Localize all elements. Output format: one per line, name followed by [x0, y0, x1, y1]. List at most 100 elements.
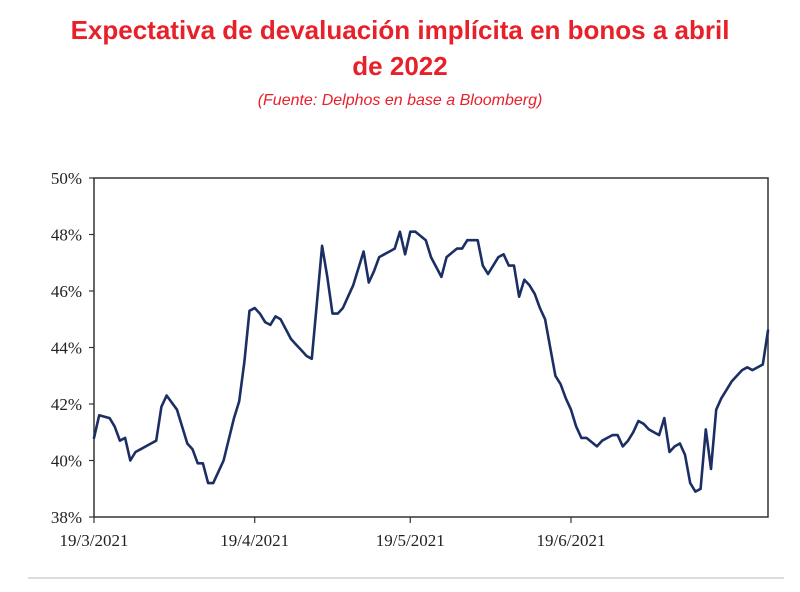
data-point: [196, 462, 199, 465]
data-point: [393, 247, 396, 250]
y-axis: 38% 40% 42% 44% 46% 48% 50%: [51, 169, 94, 527]
data-point: [642, 422, 645, 425]
data-point: [533, 292, 536, 295]
data-point: [367, 281, 370, 284]
data-point: [108, 417, 111, 419]
data-point: [564, 397, 567, 400]
data-point: [751, 369, 754, 371]
data-point: [689, 482, 692, 484]
data-point: [466, 239, 469, 242]
data-point: [487, 273, 489, 275]
data-point: [611, 434, 614, 436]
data-point: [233, 417, 235, 419]
data-point: [290, 338, 292, 340]
data-point: [668, 451, 671, 453]
data-point: [165, 394, 168, 397]
data-point: [679, 442, 681, 445]
data-point: [694, 490, 697, 493]
data-point: [373, 270, 375, 273]
data-point: [502, 253, 505, 256]
data-point: [176, 408, 178, 411]
chart-title: Expectativa de devaluación implícita en …: [0, 12, 800, 84]
chart-title-line2: de 2022: [352, 51, 448, 81]
data-point: [238, 400, 241, 403]
data-point: [585, 437, 588, 439]
data-point: [761, 363, 764, 366]
data-point: [767, 329, 769, 332]
data-point: [222, 459, 225, 462]
data-point: [616, 434, 619, 436]
data-point: [736, 374, 738, 377]
data-point: [217, 470, 220, 473]
data-point: [575, 425, 578, 428]
data-point: [139, 448, 142, 451]
data-point: [580, 437, 583, 439]
data-point: [186, 442, 189, 445]
data-point: [160, 405, 163, 408]
x-tick-label: 19/3/2021: [60, 531, 129, 550]
plot-frame: [93, 177, 769, 518]
data-point: [347, 295, 349, 298]
data-point: [269, 324, 272, 326]
data-point: [98, 414, 101, 417]
y-tick-label: 46%: [51, 282, 82, 301]
x-tick-label: 19/4/2021: [220, 531, 289, 550]
data-point: [248, 309, 251, 312]
data-point: [295, 343, 298, 346]
data-point: [414, 230, 417, 233]
data-point: [440, 276, 443, 278]
chart-title-line1: Expectativa de devaluación implícita en …: [70, 15, 730, 45]
data-point: [388, 250, 391, 253]
x-axis: 19/3/2021 19/4/2021 19/5/2021 19/6/2021: [60, 517, 605, 550]
chart-source: (Fuente: Delphos en base a Bloomberg): [257, 92, 543, 109]
data-point: [684, 453, 686, 456]
data-point: [492, 264, 495, 267]
data-point: [523, 278, 526, 281]
data-point: [554, 374, 557, 377]
data-point: [673, 445, 676, 448]
series-line: [92, 230, 770, 493]
data-point: [134, 451, 137, 453]
data-point: [476, 239, 479, 242]
data-point: [336, 312, 339, 315]
data-point: [456, 247, 458, 250]
data-point: [326, 276, 329, 278]
data-point: [746, 366, 749, 369]
y-tick-label: 42%: [51, 395, 82, 414]
data-point: [383, 253, 386, 256]
data-point: [725, 389, 728, 391]
data-point: [124, 437, 126, 439]
data-point: [549, 346, 552, 349]
y-tick-label: 48%: [51, 226, 82, 245]
data-point: [305, 355, 308, 357]
data-point: [191, 448, 194, 451]
data-point: [596, 445, 598, 448]
data-point: [518, 295, 520, 298]
data-point: [497, 256, 500, 258]
data-point: [539, 307, 541, 309]
data-point: [352, 284, 355, 287]
data-point: [310, 357, 313, 360]
data-point: [274, 315, 277, 318]
data-point: [445, 256, 448, 258]
footer-divider: [28, 577, 784, 579]
data-point: [378, 256, 381, 258]
data-point: [253, 307, 256, 309]
y-tick-label: 50%: [51, 169, 82, 188]
data-point: [621, 445, 624, 448]
data-point: [93, 437, 95, 439]
line-chart: 38% 40% 42% 44% 46% 48% 50% 19/3/2021 19/4/2021…: [51, 169, 770, 550]
data-point: [601, 439, 603, 442]
data-point: [704, 428, 707, 431]
data-point: [279, 318, 282, 321]
data-point: [243, 360, 246, 363]
y-tick-label: 40%: [51, 452, 82, 471]
data-point: [730, 380, 733, 383]
data-point: [207, 482, 210, 484]
data-point: [264, 321, 266, 323]
data-point: [513, 264, 515, 267]
data-point: [544, 318, 546, 321]
data-point: [606, 437, 609, 439]
data-point: [113, 425, 116, 428]
data-point: [399, 230, 401, 233]
